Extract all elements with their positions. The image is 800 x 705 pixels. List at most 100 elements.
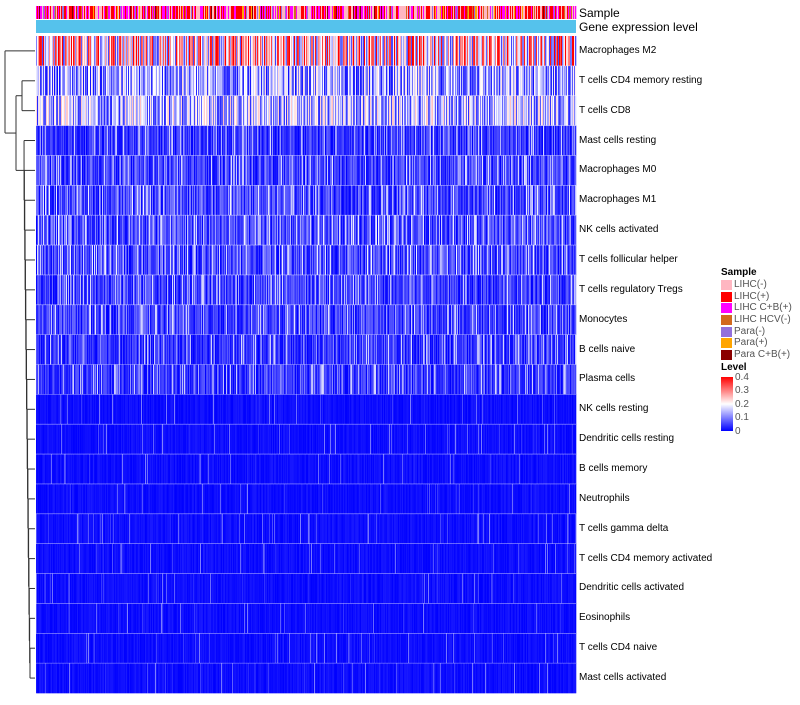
heatmap-cell bbox=[177, 185, 179, 216]
heatmap-cell bbox=[482, 65, 484, 97]
heatmap-cell bbox=[332, 65, 334, 97]
heatmap-cell bbox=[381, 65, 383, 97]
heatmap-cell bbox=[487, 95, 489, 126]
heatmap-cell bbox=[265, 125, 267, 156]
heatmap-cell bbox=[115, 65, 117, 97]
heatmap-cell bbox=[148, 185, 150, 216]
heatmap-cell bbox=[148, 65, 150, 97]
heatmap-cell bbox=[64, 95, 66, 126]
sample-cell bbox=[497, 6, 499, 19]
heatmap-cell bbox=[331, 125, 333, 156]
heatmap-cell bbox=[66, 36, 68, 67]
heatmap-cell bbox=[165, 95, 167, 126]
heatmap-cell bbox=[139, 155, 141, 186]
heatmap-cell bbox=[321, 65, 323, 97]
heatmap-cell bbox=[103, 155, 105, 186]
heatmap-cell bbox=[305, 155, 307, 186]
heatmap-cell bbox=[390, 125, 392, 156]
heatmap-cell bbox=[294, 155, 296, 186]
heatmap-cell bbox=[258, 125, 260, 156]
heatmap-cell bbox=[56, 185, 58, 216]
heatmap-cell bbox=[42, 95, 44, 126]
heatmap-cell bbox=[441, 36, 443, 67]
sample-cell bbox=[462, 6, 464, 19]
heatmap-cell bbox=[508, 125, 510, 156]
heatmap-cell bbox=[495, 36, 497, 67]
heatmap-cell bbox=[139, 125, 141, 156]
heatmap-cell bbox=[395, 155, 397, 186]
heatmap-cell bbox=[89, 125, 91, 156]
sample-cell bbox=[249, 6, 251, 19]
heatmap-cell bbox=[418, 95, 420, 126]
heatmap-cell bbox=[286, 95, 288, 126]
heatmap-cell bbox=[185, 95, 187, 126]
heatmap-cell bbox=[257, 36, 259, 67]
heatmap-cell bbox=[138, 65, 140, 97]
heatmap-cell bbox=[309, 65, 311, 97]
heatmap-cell bbox=[412, 155, 414, 186]
heatmap-cell bbox=[475, 155, 477, 186]
heatmap-cell bbox=[499, 125, 501, 156]
heatmap-cell bbox=[477, 36, 479, 67]
heatmap-cell bbox=[123, 185, 125, 216]
heatmap-cell bbox=[199, 65, 201, 97]
heatmap-cell bbox=[481, 95, 483, 126]
heatmap-cell bbox=[330, 155, 332, 186]
heatmap-cell bbox=[531, 125, 533, 156]
heatmap-cell bbox=[544, 155, 546, 186]
heatmap-cell bbox=[435, 125, 437, 156]
sample-cell bbox=[382, 6, 384, 19]
heatmap-cell bbox=[78, 185, 80, 216]
heatmap-cell bbox=[525, 155, 527, 186]
sample-cell bbox=[454, 6, 456, 19]
heatmap-cell bbox=[152, 155, 154, 186]
heatmap-cell bbox=[183, 155, 185, 186]
heatmap-cell bbox=[476, 65, 478, 97]
heatmap-cell bbox=[349, 65, 351, 97]
heatmap-cell bbox=[382, 95, 384, 126]
sample-cell bbox=[389, 6, 391, 19]
heatmap-cell bbox=[378, 125, 380, 156]
heatmap-cell bbox=[226, 36, 228, 67]
heatmap-cell bbox=[559, 155, 561, 186]
heatmap-cell bbox=[180, 125, 182, 156]
heatmap-cell bbox=[516, 125, 518, 156]
heatmap-cell bbox=[325, 36, 327, 67]
heatmap-cell bbox=[65, 125, 67, 156]
heatmap-cell bbox=[239, 95, 241, 126]
heatmap-cell bbox=[363, 125, 365, 156]
heatmap-cell bbox=[535, 125, 537, 156]
heatmap-cell bbox=[451, 125, 453, 156]
sample-cell bbox=[94, 6, 96, 19]
sample-cell bbox=[234, 6, 236, 19]
heatmap-cell bbox=[559, 125, 561, 156]
heatmap-cell bbox=[119, 95, 121, 126]
heatmap-cell bbox=[519, 155, 521, 186]
heatmap-cell bbox=[424, 155, 426, 186]
sample-cell bbox=[54, 6, 56, 19]
heatmap-cell bbox=[262, 65, 264, 97]
sample-cell bbox=[474, 6, 476, 19]
heatmap-cell bbox=[219, 95, 221, 126]
heatmap-cell bbox=[473, 155, 475, 186]
heatmap-cell bbox=[100, 125, 102, 156]
heatmap-cell bbox=[127, 95, 129, 126]
heatmap-cell bbox=[168, 95, 170, 126]
heatmap-cell bbox=[149, 36, 151, 67]
heatmap-cell bbox=[542, 36, 544, 67]
heatmap-cell bbox=[384, 155, 386, 186]
heatmap-cell bbox=[499, 65, 501, 97]
sample-cell bbox=[456, 6, 458, 19]
heatmap-cell bbox=[156, 125, 158, 156]
heatmap-cell bbox=[209, 36, 211, 67]
sample-cell bbox=[237, 6, 239, 19]
heatmap-cell bbox=[111, 95, 113, 126]
heatmap-cell bbox=[430, 125, 432, 156]
sample-cell bbox=[318, 6, 320, 19]
heatmap-cell bbox=[434, 65, 436, 97]
heatmap-cell bbox=[45, 155, 47, 186]
heatmap-cell bbox=[57, 125, 59, 156]
heatmap-cell bbox=[519, 125, 521, 156]
heatmap-cell bbox=[517, 125, 519, 156]
heatmap-cell bbox=[528, 36, 530, 67]
